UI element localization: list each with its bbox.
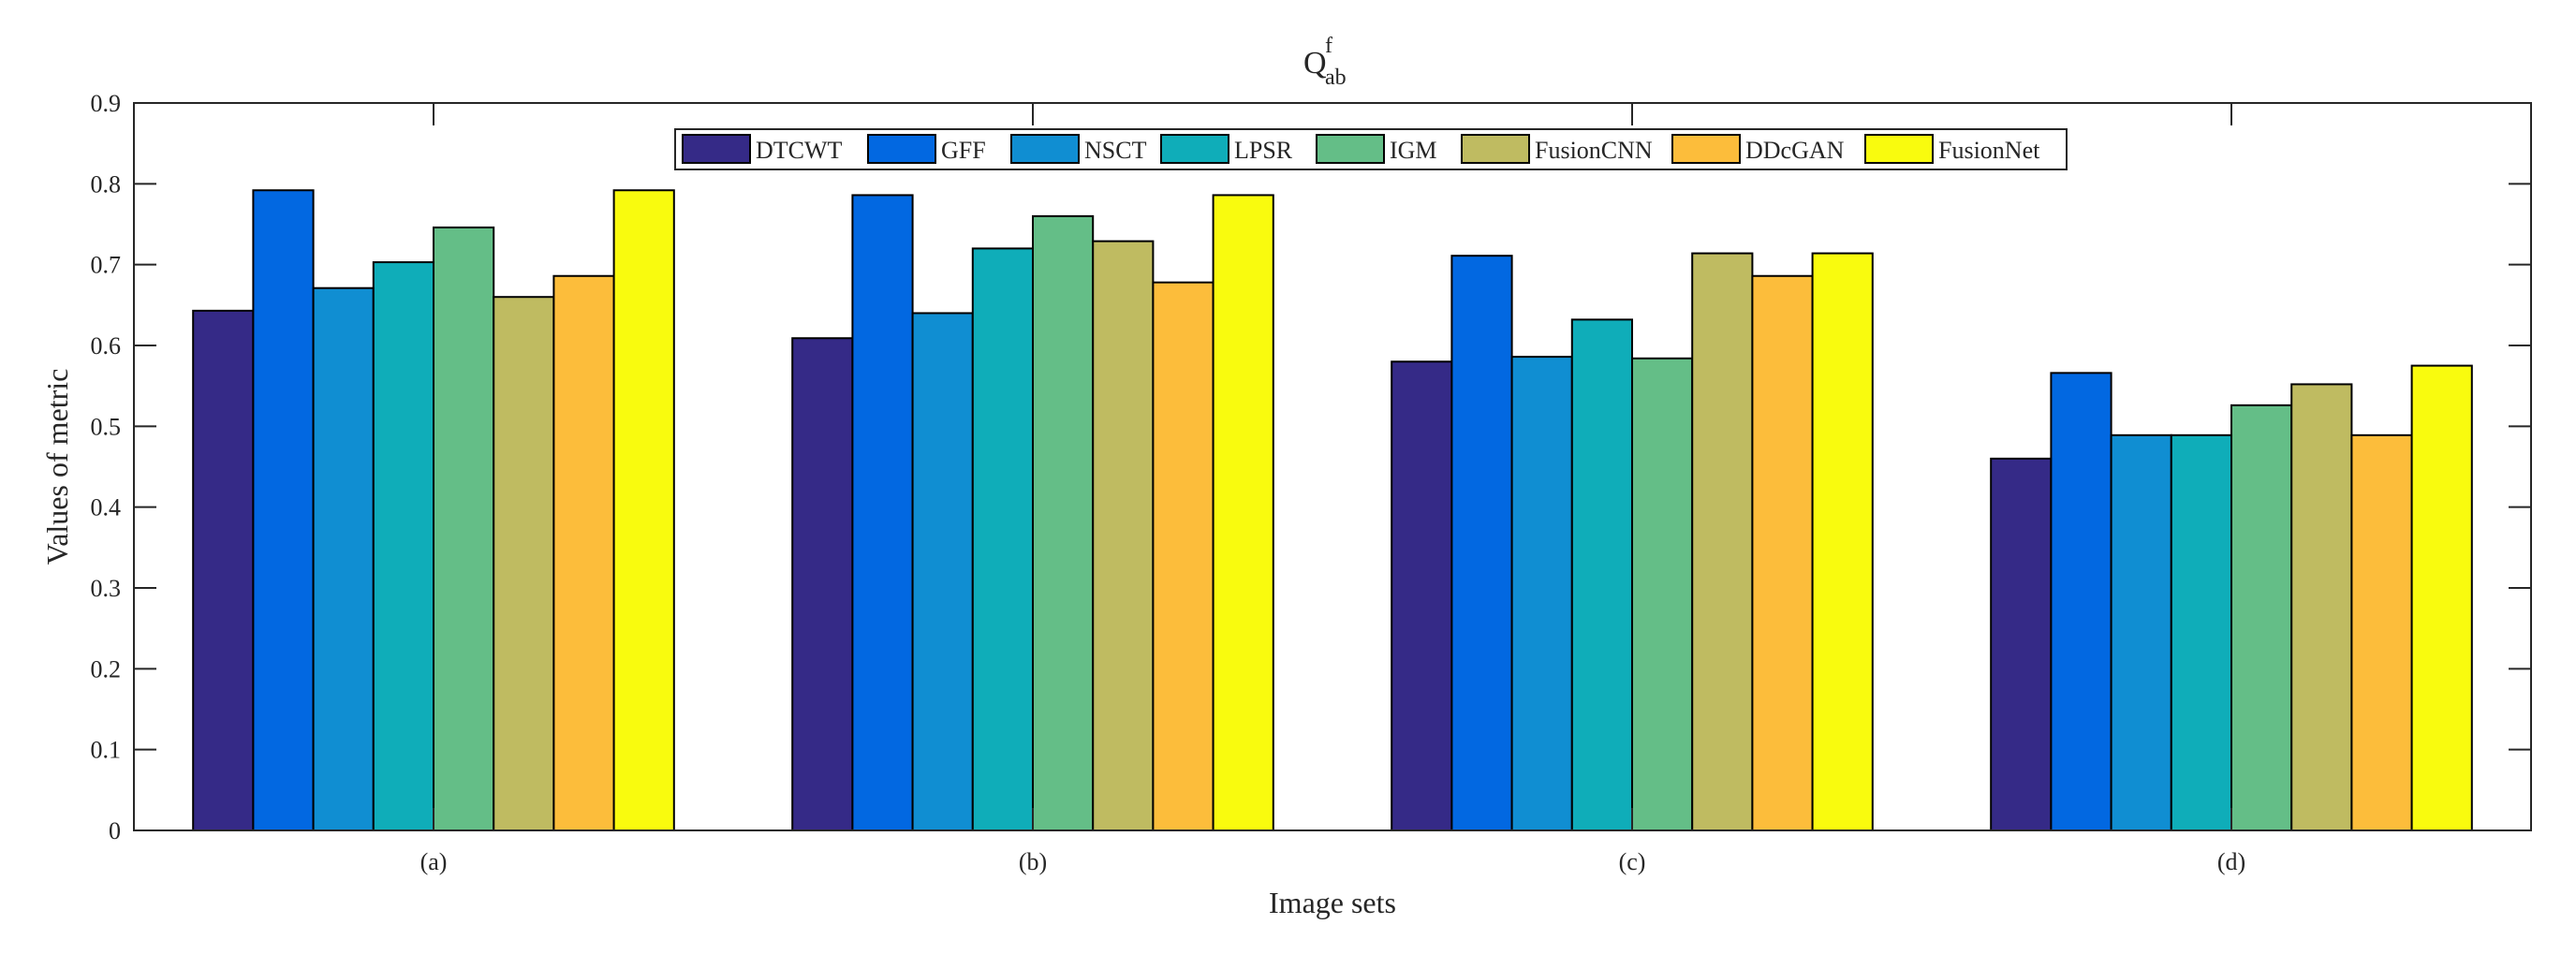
- legend-label-dtcwt: DTCWT: [756, 137, 843, 164]
- legend-swatch-fusioncnn: [1461, 134, 1530, 164]
- bar-lpsr-2: [971, 247, 1035, 831]
- bar-igm-2: [1032, 214, 1095, 832]
- bar-nsct-2: [911, 312, 974, 831]
- bar-fusionnet-1: [612, 189, 675, 832]
- x-tick-label: (d): [2217, 848, 2245, 875]
- legend-label-fusionnet: FusionNet: [1938, 137, 2040, 164]
- bar-dtcwt-2: [791, 337, 854, 832]
- bar-igm-4: [2230, 404, 2293, 831]
- bar-fusioncnn-1: [493, 296, 555, 831]
- legend-swatch-lpsr: [1160, 134, 1229, 164]
- x-tick-label: (a): [420, 848, 448, 875]
- bar-dtcwt-4: [1990, 457, 2053, 831]
- legend-label-nsct: NSCT: [1084, 137, 1147, 164]
- legend-swatch-igm: [1316, 134, 1385, 164]
- bar-fusionnet-2: [1212, 194, 1274, 832]
- x-axis-title: Image sets: [1269, 886, 1396, 919]
- bar-fusionnet-3: [1811, 252, 1874, 831]
- plot-frame: [133, 102, 2532, 831]
- x-tick-label: (c): [1619, 848, 1646, 875]
- y-tick-label: 0: [109, 817, 121, 844]
- legend-label-lpsr: LPSR: [1234, 137, 1293, 164]
- x-tick-label: (b): [1019, 848, 1047, 875]
- bar-lpsr-1: [372, 261, 434, 831]
- y-tick-label: 0.9: [91, 90, 122, 117]
- bar-ddcgan-1: [552, 274, 615, 831]
- bar-nsct-4: [2110, 433, 2172, 831]
- y-tick-label: 0.1: [91, 737, 122, 764]
- bar-dtcwt-3: [1391, 360, 1453, 831]
- legend-label-ddcgan: DDcGAN: [1745, 137, 1845, 164]
- bar-gff-4: [2050, 372, 2112, 831]
- legend: DTCWT GFF NSCT LPSR IGM FusionCNN DDcGAN Fusion…: [674, 128, 2068, 170]
- bar-igm-1: [433, 226, 495, 832]
- y-tick-label: 0.7: [91, 252, 122, 279]
- bar-dtcwt-1: [192, 309, 255, 832]
- y-tick-label: 0.8: [91, 170, 122, 198]
- bar-ddcgan-3: [1751, 274, 1814, 831]
- y-tick-label: 0.4: [91, 494, 122, 521]
- bars-layer: [192, 189, 2473, 832]
- legend-swatch-ddcgan: [1671, 134, 1741, 164]
- bar-lpsr-4: [2170, 433, 2233, 831]
- y-tick-label: 0.3: [91, 575, 122, 602]
- legend-label-fusioncnn: FusionCNN: [1535, 137, 1653, 164]
- bar-gff-2: [851, 194, 914, 832]
- y-tick-label: 0.5: [91, 413, 122, 440]
- chart-title: Q: [1303, 46, 1327, 81]
- bar-gff-1: [252, 189, 315, 832]
- bar-lpsr-3: [1570, 318, 1634, 831]
- chart-title-subscript: ab: [1325, 66, 1347, 90]
- legend-label-igm: IGM: [1390, 137, 1437, 164]
- bar-fusionnet-4: [2410, 364, 2473, 831]
- bar-ddcgan-4: [2350, 433, 2413, 831]
- legend-swatch-fusionnet: [1864, 134, 1934, 164]
- y-tick-label: 0.2: [91, 655, 122, 682]
- legend-swatch-nsct: [1010, 134, 1080, 164]
- bar-gff-3: [1450, 255, 1513, 832]
- bar-igm-3: [1631, 357, 1694, 831]
- bar-ddcgan-2: [1152, 281, 1214, 832]
- bar-nsct-1: [312, 286, 375, 832]
- labels-layer: 0 0.1 0.2 0.3 0.4 0.5 0.6 0.7 0.8 0.9 (a) (b) (c) (d)…: [40, 34, 2245, 919]
- legend-label-gff: GFF: [941, 137, 986, 164]
- legend-swatch-gff: [867, 134, 936, 164]
- y-tick-label: 0.6: [91, 332, 122, 360]
- bar-fusioncnn-3: [1691, 252, 1754, 831]
- legend-swatch-dtcwt: [682, 134, 751, 164]
- bar-fusioncnn-4: [2290, 383, 2353, 831]
- bar-nsct-3: [1510, 356, 1573, 831]
- y-axis-title: Values of metric: [40, 369, 74, 565]
- chart-title-superscript: f: [1325, 34, 1332, 58]
- frame-layer: [133, 102, 2532, 831]
- bar-fusioncnn-2: [1092, 240, 1155, 831]
